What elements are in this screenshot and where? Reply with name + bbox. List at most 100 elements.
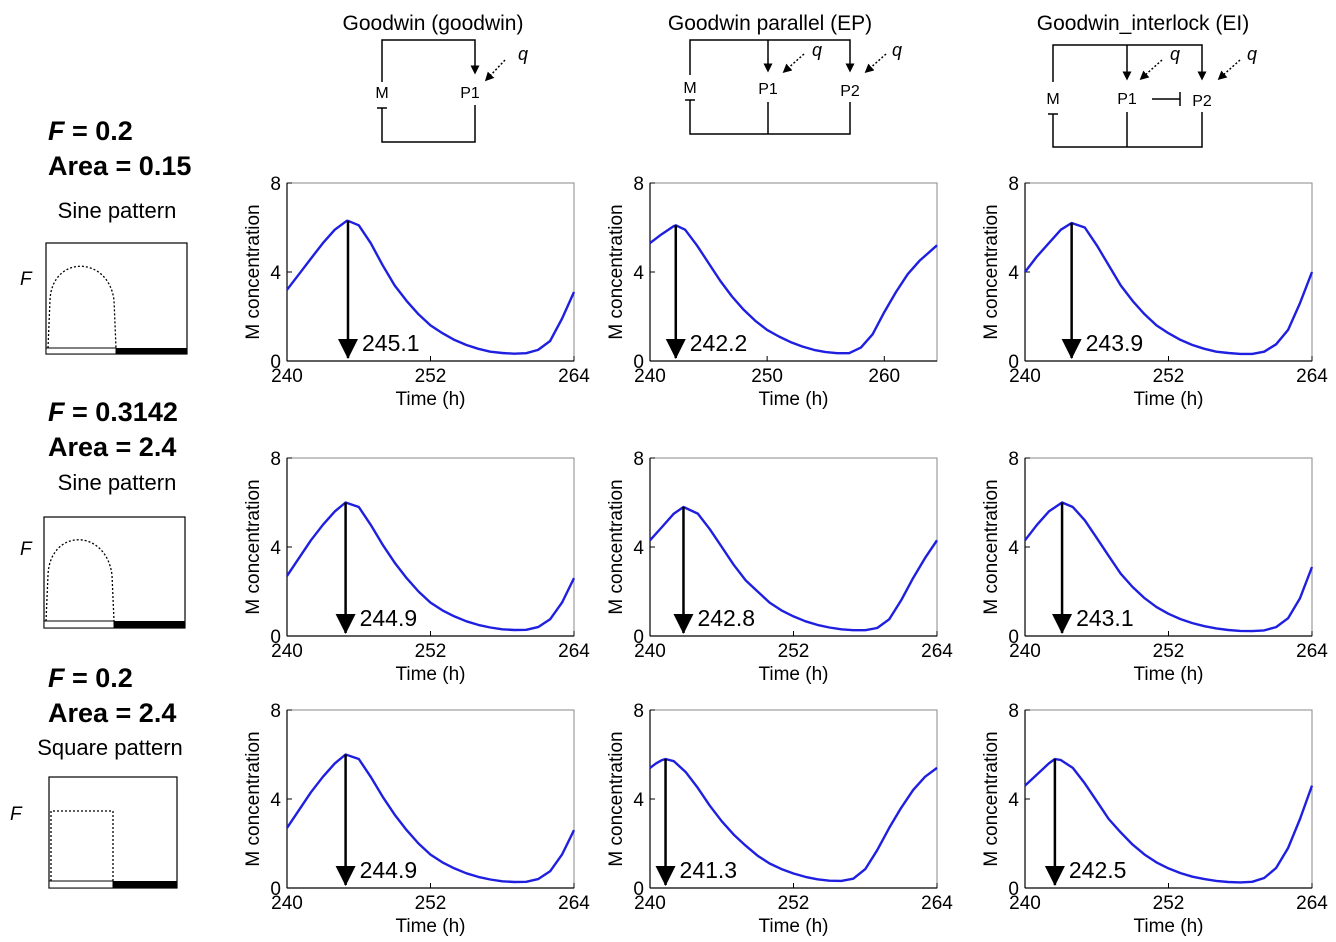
chart-panel-1: 0 4 8 240 250 260 Time (h) M concentration 242.2 [606,174,938,410]
model-diagram-goodwin: Goodwin (goodwin) M P1 q [343,12,528,143]
x-tick-label: 240 [1009,366,1041,387]
light-phase-bar [48,880,114,889]
input-pattern-sine-1: F [20,242,188,355]
y-tick-label: 4 [270,263,281,284]
q-input-arrow [1217,59,1241,81]
peak-arrow-head [1044,866,1065,886]
y-tick-label: 4 [270,790,281,811]
light-phase-bar [45,347,117,355]
y-tick-label: 4 [1008,263,1019,284]
light-phase-bar [43,620,115,629]
plot-frame [286,457,575,637]
y-tick-label: 4 [633,538,644,559]
peak-arrow-head [335,614,356,634]
x-tick-label: 240 [271,641,303,662]
y-axis-label: M concentration [243,731,264,866]
plot-frame [649,457,938,637]
model-diagram-ei: Goodwin_interlock (EI) M P1 P2 q q [1037,12,1257,148]
model-title-ep: Goodwin parallel (EP) [668,12,872,35]
m-concentration-line [286,219,576,355]
condition-area: Area = 2.4 [48,432,176,462]
y-tick-label: 8 [633,701,644,722]
x-axis-label: Time (h) [395,664,465,685]
chart-panel-3: 0 4 8 240 252 264 Time (h) M concentration 244.9 [243,449,590,685]
node-p1: P1 [758,81,778,98]
y-tick-label: 4 [633,790,644,811]
model-title-goodwin: Goodwin (goodwin) [343,12,524,35]
y-axis-label: M concentration [606,479,627,614]
peak-arrow-head [1061,339,1082,359]
y-tick-label: 0 [1008,627,1019,648]
x-tick-label: 264 [558,641,590,662]
chart-panel-0: 0 4 8 240 252 264 Time (h) M concentration 245.1 [243,174,590,410]
x-tick-label: 264 [558,366,590,387]
y-tick-label: 0 [1008,352,1019,373]
q-input-arrow [484,59,506,82]
m-concentration-line [1024,501,1314,633]
y-tick-label: 4 [633,263,644,284]
q-input-arrow [864,53,887,73]
peak-arrow-head [1052,614,1073,634]
m-concentration-line [286,501,576,632]
x-tick-label: 252 [1153,893,1185,914]
repression-line [381,105,476,143]
condition-pattern: Sine pattern [58,198,177,223]
y-tick-label: 0 [633,879,644,900]
input-pattern-sine-2: F [20,516,186,629]
y-tick-label: 4 [1008,538,1019,559]
y-tick-label: 8 [270,174,281,195]
x-tick-label: 252 [778,893,810,914]
input-frame [43,516,186,629]
y-axis-label: M concentration [981,204,1002,339]
y-tick-label: 8 [1008,174,1019,195]
model-diagram-ep: Goodwin parallel (EP) M P1 P2 q q [668,12,902,135]
chart-panel-5: 0 4 8 240 252 264 Time (h) M concentration 243.1 [981,449,1328,685]
x-axis-label: Time (h) [1133,916,1203,937]
x-axis-label: Time (h) [395,916,465,937]
input-axis-label: F [20,269,33,290]
x-tick-label: 252 [415,641,447,662]
q-label: q [1170,44,1180,64]
condition-pattern: Square pattern [37,735,183,760]
x-tick-label: 240 [271,366,303,387]
x-axis-label: Time (h) [758,916,828,937]
y-tick-label: 0 [270,879,281,900]
node-m: M [683,80,696,97]
x-tick-label: 252 [778,641,810,662]
node-m: M [1046,91,1059,108]
condition-1: F = 0.3142 Area = 2.4 Sine pattern [48,397,178,495]
dark-phase-bar [116,348,187,354]
input-pattern-square: F [10,776,178,889]
q-input-arrow [1139,59,1163,81]
x-tick-label: 264 [921,641,953,662]
y-tick-label: 8 [633,449,644,470]
x-tick-label: 240 [634,893,666,914]
condition-f-value: F = 0.2 [48,116,133,146]
peak-time-label: 242.2 [690,330,748,356]
condition-f-value: F = 0.2 [48,663,133,693]
model-title-ei: Goodwin_interlock (EI) [1037,12,1249,35]
condition-pattern: Sine pattern [58,470,177,495]
m-concentration-line [649,505,938,632]
repression-line [689,100,851,135]
y-axis-label: M concentration [606,204,627,339]
chart-panels: 0 4 8 240 252 264 Time (h) M concentration 245.1… [243,174,1328,937]
node-p2: P2 [1192,93,1212,110]
input-axis-label: F [20,539,33,560]
light-profile-curve [47,265,117,349]
m-concentration-line [649,224,938,355]
m-concentration-line [1024,221,1314,356]
node-p1: P1 [460,85,480,102]
peak-time-label: 242.5 [1069,857,1127,883]
input-frame [45,242,188,355]
chart-panel-2: 0 4 8 240 252 264 Time (h) M concentration 243.9 [981,174,1328,410]
peak-arrow-head [337,339,358,359]
dark-phase-bar [113,881,177,888]
x-tick-label: 240 [1009,641,1041,662]
peak-arrow-head [335,866,356,886]
peak-time-label: 241.3 [680,857,738,883]
y-axis-label: M concentration [981,731,1002,866]
condition-area: Area = 2.4 [48,698,176,728]
input-axis-label: F [10,804,23,825]
chart-panel-6: 0 4 8 240 252 264 Time (h) M concentration 244.9 [243,701,590,937]
